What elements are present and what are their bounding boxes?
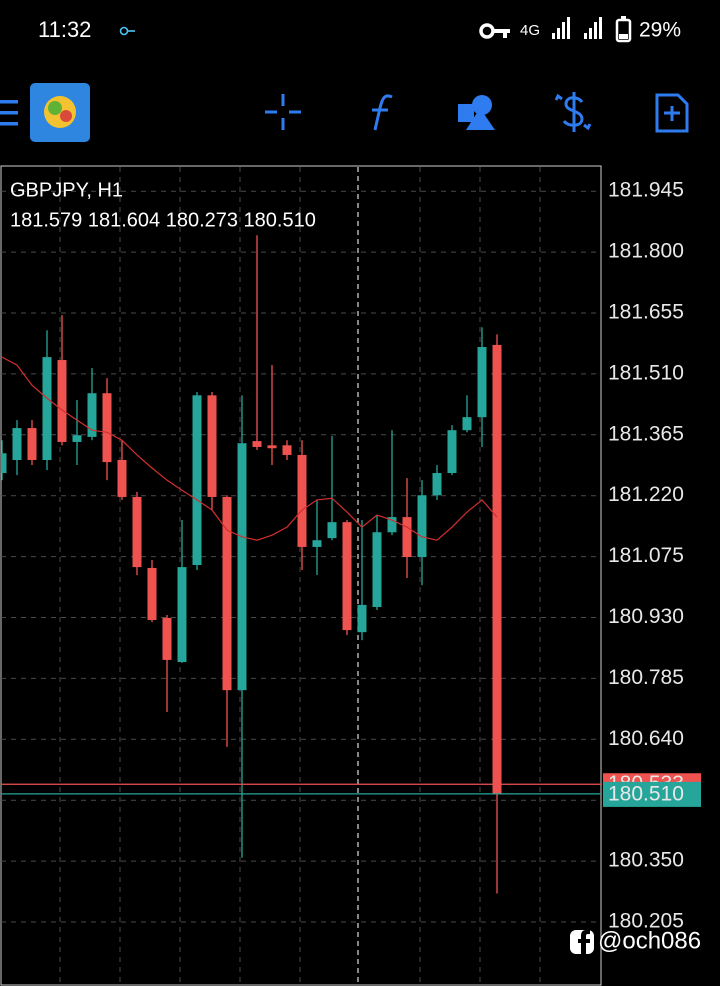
battery-icon bbox=[615, 16, 632, 43]
objects-button[interactable] bbox=[458, 95, 495, 130]
candle-body bbox=[102, 393, 112, 463]
y-tick-label: 180.205 bbox=[608, 910, 684, 933]
grid-layer bbox=[1, 190, 601, 923]
menu-button[interactable] bbox=[0, 100, 18, 126]
y-tick-label: 181.945 bbox=[608, 179, 684, 202]
bid-label-box bbox=[603, 781, 701, 807]
candle-body bbox=[267, 445, 277, 449]
y-tick-label: 181.075 bbox=[608, 544, 684, 567]
y-tick-label: 181.655 bbox=[608, 301, 684, 324]
facebook-icon bbox=[570, 930, 594, 954]
candle-body bbox=[327, 522, 337, 539]
network-type: 4G bbox=[520, 22, 540, 39]
candle-body bbox=[162, 617, 172, 660]
y-tick-label: 180.930 bbox=[608, 605, 684, 628]
y-tick-label: 180.785 bbox=[608, 666, 684, 689]
candle-body bbox=[477, 347, 487, 418]
candle-body bbox=[1, 453, 7, 474]
candle-body bbox=[222, 496, 232, 691]
key-icon bbox=[119, 26, 135, 36]
candle-body bbox=[342, 522, 352, 631]
candle-body bbox=[147, 567, 157, 621]
candle-body bbox=[237, 443, 247, 691]
crosshair-button[interactable] bbox=[265, 94, 301, 130]
new-order-button[interactable] bbox=[655, 93, 689, 133]
y-tick-label: 181.220 bbox=[608, 483, 684, 506]
candle-body bbox=[117, 460, 127, 497]
label-layer: 181.945 181.800 181.655 181.510 181.365 181.2… bbox=[603, 179, 701, 933]
moving-average bbox=[1, 356, 498, 541]
y-tick-label: 181.800 bbox=[608, 240, 684, 263]
candle-body bbox=[357, 604, 367, 633]
candle-body bbox=[402, 517, 412, 558]
candle-body bbox=[387, 517, 397, 533]
y-tick-label: 181.365 bbox=[608, 422, 684, 445]
indicators-button[interactable] bbox=[372, 94, 393, 131]
watermark: @och086 bbox=[598, 927, 701, 954]
chart-title: GBPJPY, H1 bbox=[10, 179, 123, 201]
ohlc-readout: 181.579 181.604 180.273 180.510 bbox=[10, 209, 316, 231]
mark-layer bbox=[1, 235, 601, 894]
vpn-key-icon bbox=[479, 23, 510, 39]
bid-label: 180.510 bbox=[608, 782, 684, 805]
y-tick-label: 180.350 bbox=[608, 849, 684, 872]
candle-body bbox=[312, 540, 322, 547]
candle-body bbox=[12, 428, 22, 460]
y-tick-label: 180.640 bbox=[608, 727, 684, 750]
candle-body bbox=[42, 357, 52, 460]
status-time: 11:32 bbox=[38, 17, 91, 42]
candle-body bbox=[72, 435, 82, 442]
chart-frame bbox=[0, 165, 602, 986]
signal-icons bbox=[552, 17, 602, 39]
candle-body bbox=[462, 417, 472, 431]
candle-body bbox=[417, 495, 427, 558]
trade-button[interactable] bbox=[554, 92, 592, 132]
candle-body bbox=[177, 567, 187, 663]
candle-body bbox=[282, 445, 292, 455]
candle-body bbox=[372, 532, 382, 607]
candle-body bbox=[87, 393, 97, 437]
candle-body bbox=[492, 344, 502, 794]
battery-level: 29% bbox=[639, 19, 681, 42]
candle-body bbox=[252, 441, 262, 447]
app-logo[interactable] bbox=[30, 83, 90, 142]
candle-body bbox=[132, 496, 142, 568]
candle-body bbox=[27, 428, 37, 460]
y-tick-label: 181.510 bbox=[608, 361, 684, 384]
candle-body bbox=[207, 395, 217, 497]
candle-body bbox=[57, 360, 67, 442]
candle-body bbox=[432, 473, 442, 496]
candle-body bbox=[297, 454, 307, 547]
candle-body bbox=[447, 430, 457, 474]
vertical-grid bbox=[59, 167, 541, 985]
candle-body bbox=[192, 395, 202, 565]
